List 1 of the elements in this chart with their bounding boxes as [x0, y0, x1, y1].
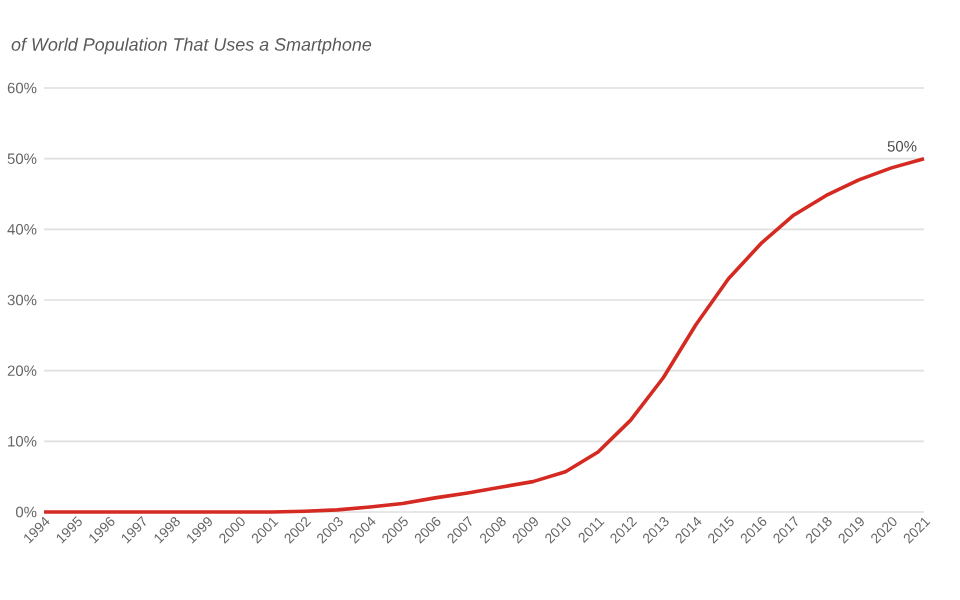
chart-title: of World Population That Uses a Smartphone — [11, 37, 372, 55]
